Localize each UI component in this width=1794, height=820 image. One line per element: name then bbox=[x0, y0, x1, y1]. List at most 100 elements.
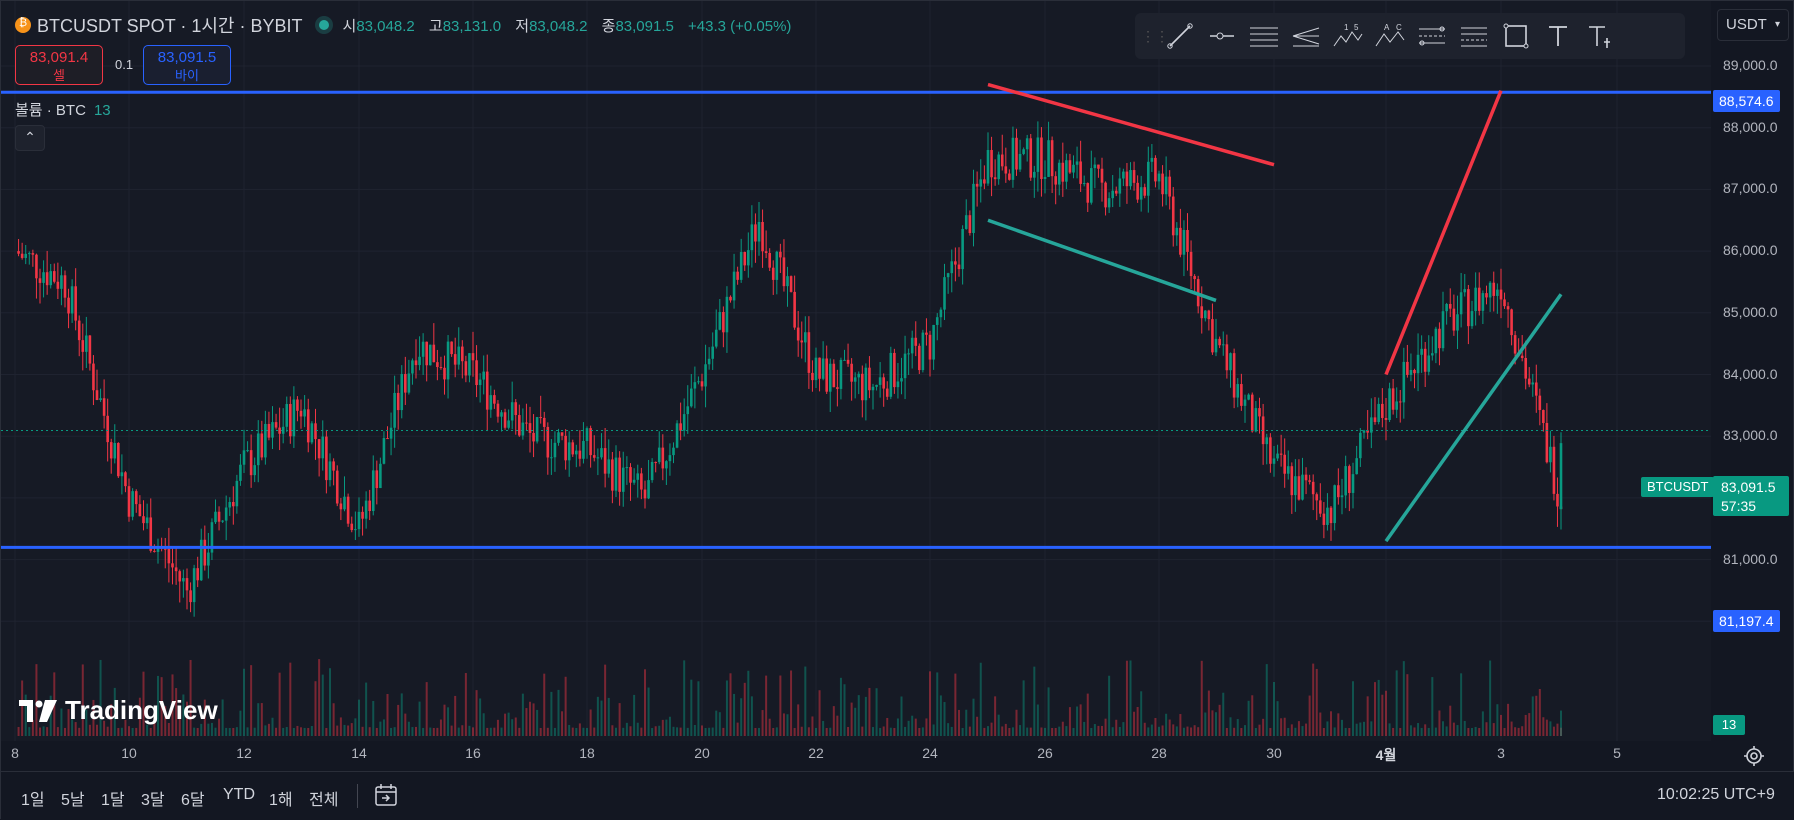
volume-bar bbox=[1377, 679, 1380, 736]
candle-body bbox=[1218, 338, 1221, 346]
candle-body bbox=[1075, 161, 1079, 165]
candle-body bbox=[857, 373, 861, 378]
buy-button[interactable]: 83,091.5 바이 bbox=[143, 45, 231, 85]
volume-bar bbox=[553, 727, 556, 736]
currency-select[interactable]: USDT ▾ bbox=[1717, 9, 1789, 41]
parallel-channel-tool[interactable] bbox=[1243, 16, 1285, 56]
candle-body bbox=[1179, 227, 1182, 255]
volume-bar bbox=[1485, 722, 1488, 736]
fib-channel-tool[interactable] bbox=[1453, 16, 1495, 56]
candle-body bbox=[382, 438, 386, 464]
candle-body bbox=[1448, 303, 1452, 309]
candle-body bbox=[889, 352, 893, 397]
range-button[interactable]: 6달 bbox=[181, 792, 205, 809]
candle-body bbox=[1552, 446, 1556, 494]
go-to-date-button[interactable] bbox=[373, 782, 399, 813]
symbol-title[interactable]: BTCUSDT SPOT · 1시간 · BYBIT bbox=[37, 16, 303, 36]
candle-body bbox=[1164, 176, 1168, 195]
candle-body bbox=[1538, 395, 1542, 411]
range-button[interactable]: 1일 bbox=[21, 792, 45, 809]
candle-body bbox=[535, 417, 539, 442]
range-button[interactable]: 1달 bbox=[101, 792, 125, 809]
candle-body bbox=[614, 457, 618, 491]
candle-body bbox=[1114, 190, 1118, 194]
volume-bar bbox=[854, 707, 857, 736]
candle-body bbox=[697, 381, 700, 383]
horizontal-ray-tool[interactable] bbox=[1201, 16, 1243, 56]
volume-bar bbox=[1467, 727, 1470, 736]
volume-bar bbox=[1492, 723, 1495, 736]
volume-bar bbox=[893, 727, 896, 736]
candle-body bbox=[707, 358, 711, 365]
candle-body bbox=[418, 356, 421, 366]
volume-bar bbox=[289, 662, 292, 736]
candle-body bbox=[1211, 319, 1214, 353]
candle-body bbox=[665, 461, 668, 469]
trend-line bbox=[987, 218, 1217, 303]
trend-line-tool[interactable] bbox=[1159, 16, 1201, 56]
volume-bar bbox=[1535, 695, 1538, 736]
candle-body bbox=[52, 271, 56, 282]
candle-body bbox=[782, 257, 786, 287]
range-button[interactable]: 3달 bbox=[141, 792, 165, 809]
volume-bar bbox=[307, 728, 310, 736]
volume-legend[interactable]: 볼륨 · BTC 13 bbox=[15, 99, 111, 120]
sell-button[interactable]: 83,091.4 셀 bbox=[15, 45, 103, 85]
ohlc-readout: 시83,048.2 고83,131.0 저83,048.2 종83,091.5 … bbox=[342, 17, 792, 35]
volume-bar bbox=[88, 724, 91, 736]
candle-body bbox=[145, 517, 149, 524]
volume-bar bbox=[676, 727, 679, 736]
volume-bar bbox=[532, 703, 535, 736]
time-tick: 30 bbox=[1266, 745, 1282, 761]
bottom-toolbar: 1일 5날 1달 3달 6달 YTD 1해 전체 10:02:25 UTC+9 bbox=[1, 772, 1794, 820]
range-button[interactable]: YTD bbox=[223, 786, 255, 803]
range-button[interactable]: 전체 bbox=[309, 792, 339, 809]
candle-body bbox=[896, 381, 900, 388]
chart-header: BTCUSDT SPOT · 1시간 · BYBIT 시83,048.2 고83… bbox=[15, 13, 791, 37]
volume-bar bbox=[60, 708, 63, 736]
volume-bar bbox=[1399, 728, 1402, 736]
candle-body bbox=[404, 374, 407, 393]
volume-bar bbox=[907, 720, 910, 736]
volume-bar bbox=[153, 712, 156, 736]
candle-body bbox=[203, 539, 207, 566]
chart-plot-area[interactable] bbox=[1, 1, 1711, 741]
fib-retracement-tool[interactable] bbox=[1411, 16, 1453, 56]
candle-body bbox=[1344, 466, 1347, 496]
candle-body bbox=[321, 436, 325, 459]
candle-body bbox=[310, 423, 314, 443]
drag-handle-icon[interactable]: ⋮⋮ bbox=[1141, 27, 1169, 44]
volume-bar bbox=[925, 718, 928, 736]
anchored-text-tool[interactable] bbox=[1579, 16, 1621, 56]
candle-body bbox=[264, 423, 267, 458]
volume-bar bbox=[722, 727, 725, 736]
text-tool[interactable] bbox=[1537, 16, 1579, 56]
volume-bar bbox=[868, 687, 871, 736]
candle-body bbox=[875, 384, 878, 387]
volume-bar bbox=[329, 668, 331, 736]
candle-body bbox=[918, 345, 921, 371]
volume-bar bbox=[665, 719, 668, 736]
pitchfork-tool[interactable] bbox=[1285, 16, 1327, 56]
bitcoin-icon bbox=[15, 17, 31, 33]
candle-body bbox=[585, 428, 589, 441]
candle-body bbox=[35, 254, 38, 279]
clock-timezone[interactable]: 10:02:25 UTC+9 bbox=[1657, 786, 1775, 803]
candle-body bbox=[567, 442, 571, 461]
candle-body bbox=[1143, 187, 1147, 196]
collapse-legend-button[interactable]: ⌃ bbox=[15, 125, 45, 151]
rectangle-tool[interactable] bbox=[1495, 16, 1537, 56]
candle-body bbox=[1279, 453, 1283, 455]
candle-body bbox=[389, 427, 393, 439]
price-chart[interactable] bbox=[1, 1, 1711, 741]
chart-settings-button[interactable] bbox=[1743, 745, 1765, 772]
candle-body bbox=[1171, 196, 1175, 236]
range-button[interactable]: 1해 bbox=[269, 792, 293, 809]
range-button[interactable]: 5날 bbox=[61, 792, 85, 809]
time-tick: 26 bbox=[1037, 745, 1053, 761]
anchored-text-icon bbox=[1589, 26, 1610, 48]
volume-bar bbox=[1029, 727, 1032, 736]
volume-bar bbox=[135, 727, 138, 736]
